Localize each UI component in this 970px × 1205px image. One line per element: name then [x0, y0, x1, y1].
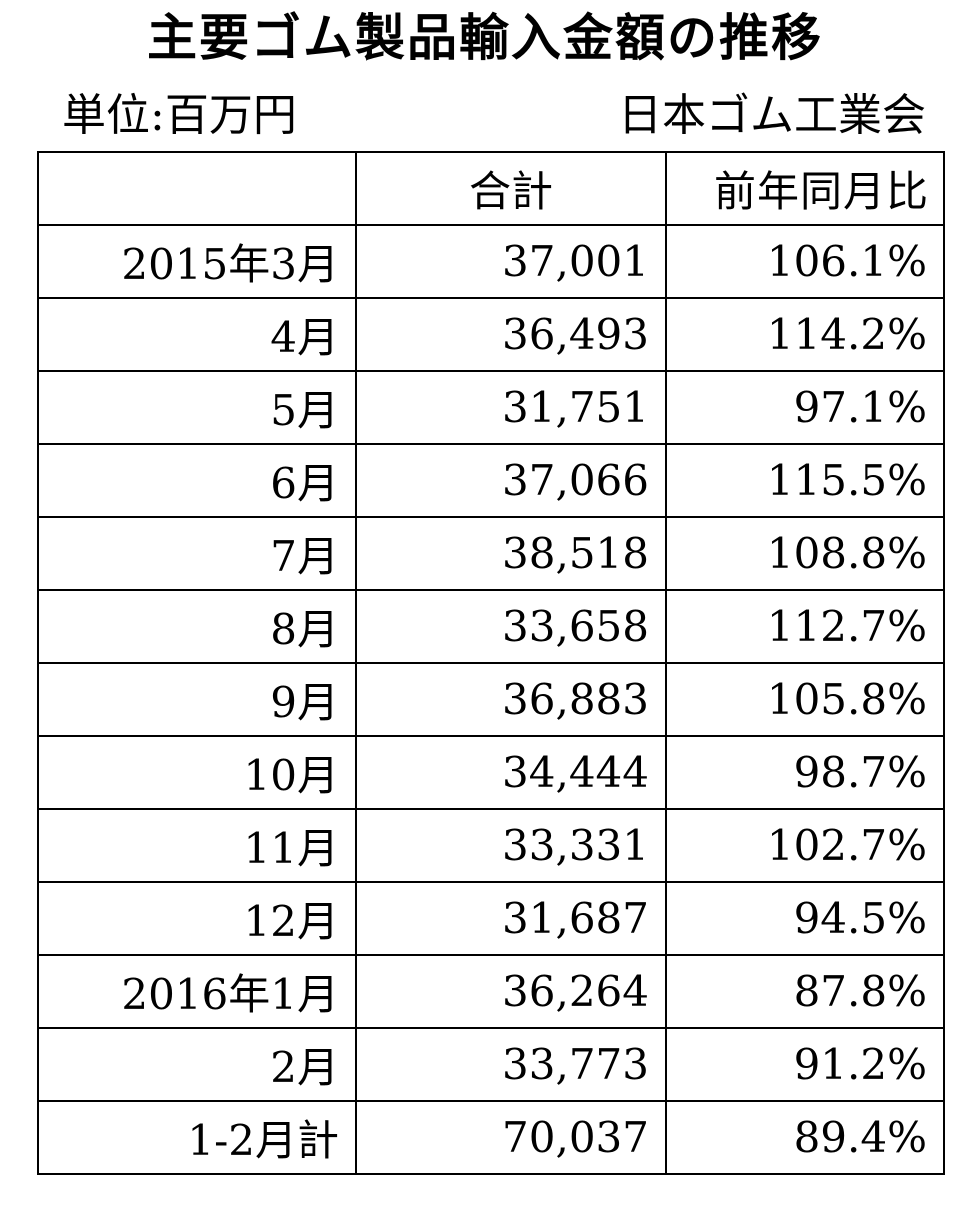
period-cell: 2015年3月: [37, 224, 357, 299]
total-cell: 36,883: [355, 662, 667, 737]
period-cell: 11月: [37, 808, 357, 883]
total-cell: 31,687: [355, 881, 667, 956]
yoy-cell: 105.8%: [665, 662, 945, 737]
period-cell: 8月: [37, 589, 357, 664]
period-cell: 2016年1月: [37, 954, 357, 1029]
total-cell: 36,493: [355, 297, 667, 372]
yoy-cell: 115.5%: [665, 443, 945, 518]
import-amount-table: 合計 前年同月比 2015年3月 37,001 106.1% 4月 36,493…: [37, 151, 945, 1175]
table-row: 2015年3月 37,001 106.1%: [37, 224, 945, 299]
table-header-row: 合計 前年同月比: [37, 151, 945, 226]
period-cell: 2月: [37, 1027, 357, 1102]
period-cell: 9月: [37, 662, 357, 737]
period-cell: 7月: [37, 516, 357, 591]
yoy-cell: 91.2%: [665, 1027, 945, 1102]
total-cell: 36,264: [355, 954, 667, 1029]
source-label: 日本ゴム工業会: [618, 90, 926, 141]
period-cell: 12月: [37, 881, 357, 956]
yoy-cell: 94.5%: [665, 881, 945, 956]
table-row: 12月 31,687 94.5%: [37, 881, 945, 956]
table-row: 10月 34,444 98.7%: [37, 735, 945, 810]
table-row: 2月 33,773 91.2%: [37, 1027, 945, 1102]
yoy-cell: 112.7%: [665, 589, 945, 664]
header-total: 合計: [355, 151, 667, 226]
header-period: [37, 151, 357, 226]
yoy-cell: 114.2%: [665, 297, 945, 372]
yoy-cell: 98.7%: [665, 735, 945, 810]
period-cell: 1-2月計: [37, 1100, 357, 1175]
total-cell: 37,001: [355, 224, 667, 299]
table-row: 8月 33,658 112.7%: [37, 589, 945, 664]
total-cell: 31,751: [355, 370, 667, 445]
table-row: 2016年1月 36,264 87.8%: [37, 954, 945, 1029]
table-row: 4月 36,493 114.2%: [37, 297, 945, 372]
table-row: 6月 37,066 115.5%: [37, 443, 945, 518]
header-yoy: 前年同月比: [665, 151, 945, 226]
total-cell: 33,658: [355, 589, 667, 664]
period-cell: 5月: [37, 370, 357, 445]
total-cell: 37,066: [355, 443, 667, 518]
table-row: 11月 33,331 102.7%: [37, 808, 945, 883]
period-cell: 6月: [37, 443, 357, 518]
total-cell: 70,037: [355, 1100, 667, 1175]
total-cell: 33,773: [355, 1027, 667, 1102]
unit-label: 単位:百万円: [62, 90, 297, 141]
table-row: 9月 36,883 105.8%: [37, 662, 945, 737]
table-row: 5月 31,751 97.1%: [37, 370, 945, 445]
yoy-cell: 89.4%: [665, 1100, 945, 1175]
table-row: 7月 38,518 108.8%: [37, 516, 945, 591]
yoy-cell: 97.1%: [665, 370, 945, 445]
yoy-cell: 102.7%: [665, 808, 945, 883]
total-cell: 34,444: [355, 735, 667, 810]
total-cell: 33,331: [355, 808, 667, 883]
total-cell: 38,518: [355, 516, 667, 591]
period-cell: 4月: [37, 297, 357, 372]
yoy-cell: 87.8%: [665, 954, 945, 1029]
table-row-summary: 1-2月計 70,037 89.4%: [37, 1100, 945, 1175]
yoy-cell: 108.8%: [665, 516, 945, 591]
page-title: 主要ゴム製品輸入金額の推移: [147, 9, 823, 67]
yoy-cell: 106.1%: [665, 224, 945, 299]
period-cell: 10月: [37, 735, 357, 810]
